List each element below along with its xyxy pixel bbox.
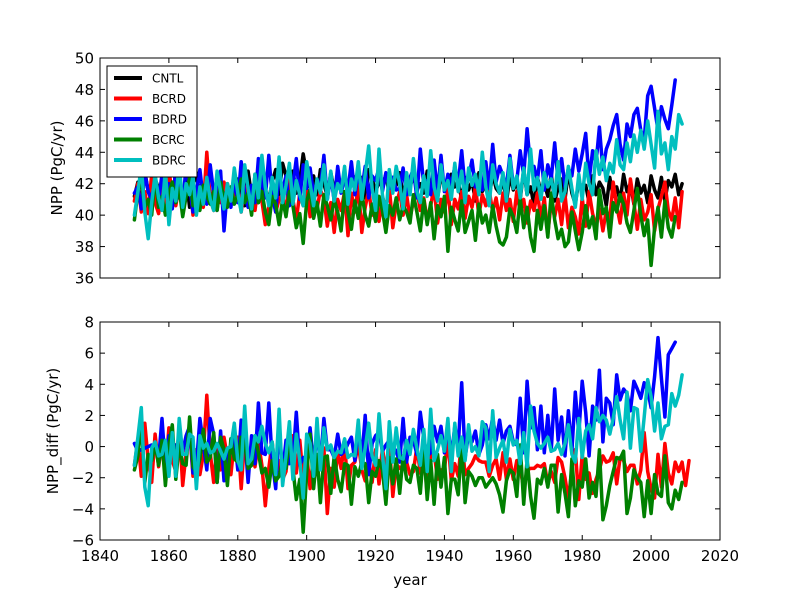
x-tick-label: 1900	[288, 547, 326, 565]
x-tick-label: 1940	[425, 547, 463, 565]
bottom-series-line-bdrc	[132, 373, 684, 508]
top-y-tick-label: 46	[75, 112, 94, 130]
x-tick-label: 1980	[563, 547, 601, 565]
bottom-panel: −6 −4 −2 0 2 4 6 8 1840 1860 1880 1900 1920 1940 1960 1…	[44, 314, 739, 590]
x-tick-label: 1880	[219, 547, 257, 565]
bottom-y-tick-label: 6	[84, 345, 94, 363]
top-y-tick-label: 38	[75, 238, 94, 256]
legend-label-bdrc: BDRC	[152, 154, 186, 168]
top-y-tick-label: 40	[75, 207, 94, 225]
x-axis-label: year	[393, 571, 427, 589]
bottom-y-tick-label: 4	[84, 376, 94, 394]
bottom-y-tick-label: 8	[84, 314, 94, 332]
legend-label-cntl: CNTL	[152, 72, 184, 86]
legend-label-bcrc: BCRC	[152, 133, 185, 147]
top-axes-frame	[99, 57, 721, 279]
legend: CNTL BCRD BDRD BCRC BDRC	[106, 65, 198, 178]
bottom-axes-frame	[99, 321, 721, 541]
bottom-series-line-bcrc	[132, 415, 684, 534]
legend-label-bcrd: BCRD	[152, 92, 186, 106]
top-y-tick-label: 36	[75, 270, 94, 288]
bottom-series-layer	[132, 335, 691, 534]
top-y-axis-label: NPP (PgC/yr)	[48, 121, 66, 216]
x-tick-label: 1960	[494, 547, 532, 565]
top-y-tick-label: 44	[75, 144, 94, 162]
top-series-line-bdrc	[132, 109, 684, 241]
bottom-y-tick-label: 0	[84, 438, 94, 456]
bottom-y-axis-label: NPP_diff (PgC/yr)	[44, 368, 63, 494]
top-y-tick-label: 42	[75, 175, 94, 193]
x-tick-label: 2020	[701, 547, 739, 565]
bottom-y-tick-label: −4	[72, 500, 94, 518]
bottom-y-tick-label: −6	[72, 532, 94, 550]
x-tick-label: 1840	[81, 547, 119, 565]
x-tick-label: 2000	[632, 547, 670, 565]
legend-label-bdrd: BDRD	[152, 113, 187, 127]
x-tick-label: 1920	[356, 547, 394, 565]
x-tick-label: 1860	[150, 547, 188, 565]
top-y-tick-label: 50	[75, 50, 94, 68]
top-series-layer	[132, 78, 684, 268]
bottom-y-tick-label: 2	[84, 407, 94, 425]
top-y-tick-label: 48	[75, 81, 94, 99]
top-tick-layer: 36 38 40 42 44 46 48 50	[75, 50, 721, 288]
bottom-y-tick-label: −2	[72, 469, 94, 487]
top-panel: 36 38 40 42 44 46 48 50 NPP (PgC/yr) CNTL BCRD BD…	[48, 50, 721, 288]
